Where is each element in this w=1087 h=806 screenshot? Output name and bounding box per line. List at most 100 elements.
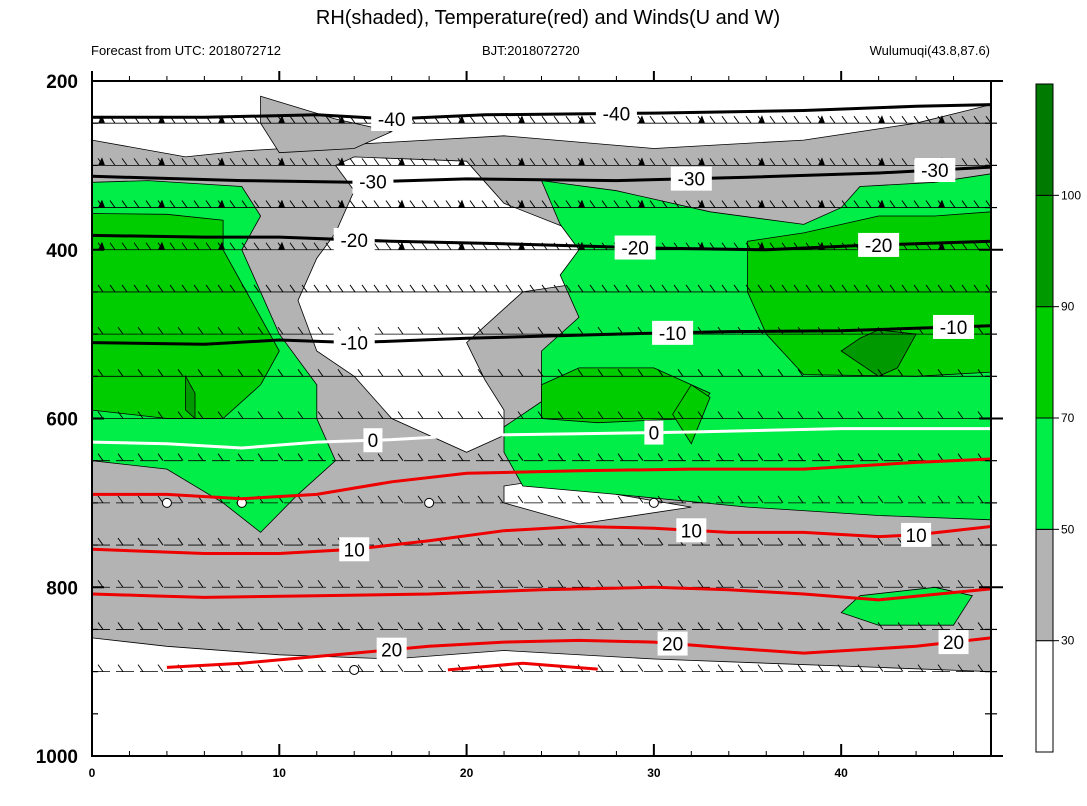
x-tick-label: 0	[89, 766, 96, 780]
wind-barb	[349, 284, 356, 293]
wind-barb	[265, 158, 272, 166]
wind-barb	[109, 284, 116, 293]
wind-barb	[577, 453, 584, 461]
wind-barb	[289, 115, 296, 124]
wind-barb	[657, 411, 664, 419]
wind-barb	[117, 622, 124, 630]
wind-barb	[505, 284, 512, 293]
wind-pennant	[698, 157, 705, 166]
colorbar-label: 30	[1061, 634, 1075, 648]
wind-barb	[541, 158, 548, 166]
colorbar-box	[1035, 306, 1054, 419]
wind-barb	[377, 622, 384, 630]
wind-barb	[757, 622, 764, 630]
wind-barb	[433, 284, 440, 293]
wind-barb	[737, 411, 744, 419]
wind-barb	[117, 411, 124, 419]
wind-barb	[121, 158, 128, 166]
wind-barb	[757, 579, 764, 588]
wind-barb	[317, 664, 324, 672]
wind-barb	[217, 411, 224, 419]
wind-barb	[377, 369, 384, 377]
wind-barb	[417, 579, 424, 588]
wind-barb	[745, 200, 752, 208]
wind-barb	[301, 158, 308, 166]
wind-pennant	[638, 199, 645, 208]
wind-barb	[617, 664, 624, 672]
wind-barb	[237, 326, 244, 335]
wind-barb	[357, 411, 364, 419]
wind-barb	[137, 664, 144, 672]
wind-barb	[817, 664, 824, 672]
wind-barb	[397, 411, 404, 419]
wind-barb	[529, 200, 536, 208]
wind-barb	[737, 622, 744, 630]
wind-barb	[253, 242, 260, 251]
wind-barb	[901, 284, 908, 293]
wind-barb	[237, 664, 244, 672]
wind-barb	[177, 622, 184, 630]
wind-barb	[157, 284, 164, 293]
wind-barb	[781, 115, 788, 124]
colorbar-box	[1035, 83, 1054, 196]
wind-barb	[777, 579, 784, 588]
wind-barb	[265, 242, 272, 251]
wind-barb	[217, 284, 224, 293]
wind-barb	[717, 537, 724, 546]
wind-barb	[677, 664, 684, 672]
wind-barb	[505, 158, 512, 166]
wind-barb	[597, 453, 604, 461]
wind-barb	[457, 622, 464, 630]
wind-barb	[377, 453, 384, 461]
contour-label-group: 0	[644, 420, 664, 445]
wind-barb	[541, 200, 548, 208]
wind-barbs-layer	[92, 115, 991, 675]
x-tick-label: 10	[273, 766, 287, 780]
wind-barb	[957, 495, 964, 504]
wind-barb	[917, 664, 924, 672]
wind-barb	[377, 664, 384, 672]
wind-barb	[937, 369, 944, 377]
wind-barb	[277, 411, 284, 419]
wind-barb	[637, 284, 644, 293]
wind-pennant	[398, 157, 405, 166]
wind-barb	[193, 242, 200, 251]
wind-barb	[597, 664, 604, 672]
wind-barb	[601, 158, 608, 166]
wind-barb	[837, 579, 844, 588]
wind-barb	[117, 664, 124, 672]
wind-barb	[553, 115, 560, 124]
wind-barb	[197, 622, 204, 630]
wind-barb	[493, 200, 500, 208]
wind-pennant	[338, 157, 345, 166]
wind-barb	[177, 326, 184, 335]
wind-barb	[973, 115, 980, 124]
wind-barb	[817, 453, 824, 461]
wind-barb	[277, 369, 284, 377]
wind-barb	[253, 200, 260, 208]
wind-barb	[297, 369, 304, 377]
wind-pennant	[758, 199, 765, 208]
wind-barb	[897, 495, 904, 504]
wind-barb	[481, 158, 488, 166]
temperature-contour-20	[92, 585, 991, 602]
wind-barb	[977, 369, 984, 377]
colorbar-label: 70	[1061, 411, 1075, 425]
wind-barb	[745, 115, 752, 124]
wind-barb	[565, 158, 572, 166]
wind-barb	[313, 284, 320, 293]
wind-barb	[137, 453, 144, 461]
wind-barb	[445, 200, 452, 208]
wind-barb	[661, 158, 668, 166]
wind-barb	[229, 158, 236, 166]
wind-barb	[289, 200, 296, 208]
wind-barb	[877, 537, 884, 546]
wind-barb	[205, 284, 212, 293]
wind-pennant	[158, 157, 165, 166]
wind-barb	[457, 453, 464, 461]
contour-label-background	[938, 630, 969, 655]
wind-barb	[529, 284, 536, 293]
wind-barb	[589, 200, 596, 208]
wind-barb	[697, 495, 704, 504]
wind-barb	[297, 622, 304, 630]
